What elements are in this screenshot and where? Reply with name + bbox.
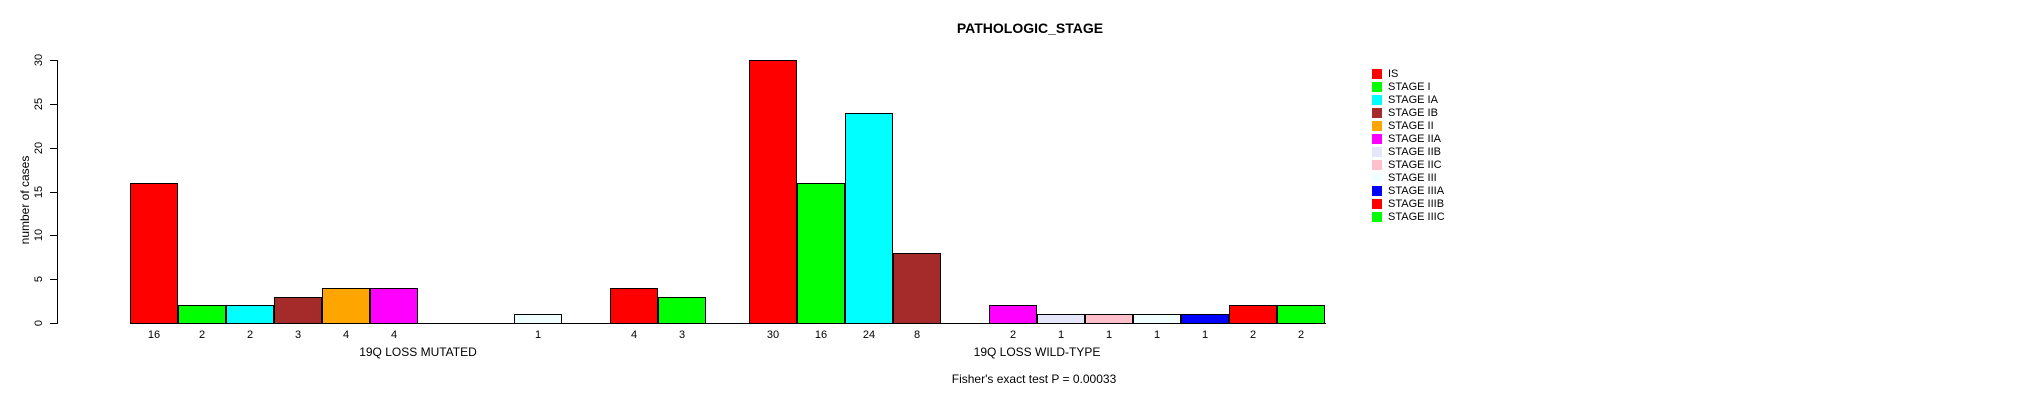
legend-label: STAGE III: [1388, 171, 1437, 184]
legend-swatch: [1372, 159, 1382, 170]
y-tick-label: 25: [33, 97, 45, 111]
y-axis-line: [57, 60, 58, 324]
bar-value-label: 1: [1153, 329, 1161, 341]
bar-stage-ii: [322, 288, 370, 324]
bar-stage-i: [178, 305, 226, 324]
legend-swatch: [1372, 94, 1382, 105]
bar-value-label: 3: [678, 329, 686, 341]
y-tick-mark: [50, 279, 57, 280]
legend-label: STAGE IIIA: [1388, 184, 1445, 197]
legend-label: STAGE IIIC: [1388, 210, 1445, 223]
bar-stage-iib: [1037, 314, 1085, 324]
y-tick-mark: [50, 148, 57, 149]
y-tick-label: 30: [33, 53, 45, 67]
bar-value-label: 2: [1249, 329, 1257, 341]
y-tick-label: 5: [33, 275, 45, 283]
bar-stage-iii: [514, 314, 562, 324]
bar-stage-ia: [845, 113, 893, 324]
y-tick-label: 15: [33, 185, 45, 199]
bar-value-label: 4: [342, 329, 350, 341]
legend-label: STAGE IA: [1388, 93, 1438, 106]
y-tick-mark: [50, 60, 57, 61]
legend-swatch: [1372, 146, 1382, 157]
bar-stage-ib: [274, 297, 322, 324]
bar-stage-iiib: [1229, 305, 1277, 324]
bar-stage-iiia: [1181, 314, 1229, 324]
chart-title: PATHOLOGIC_STAGE: [956, 20, 1104, 36]
legend-label: STAGE I: [1388, 80, 1431, 93]
bar-value-label: 2: [1009, 329, 1017, 341]
bar-stage-ia: [226, 305, 274, 324]
legend-item: STAGE III: [1372, 171, 1445, 184]
bar-stage-iiic: [1277, 305, 1325, 324]
bar-value-label: 16: [814, 329, 828, 341]
legend-item: STAGE IIIA: [1372, 184, 1445, 197]
y-tick-mark: [50, 104, 57, 105]
bar-is: [130, 183, 178, 324]
bar-value-label: 1: [534, 329, 542, 341]
legend-swatch: [1372, 211, 1382, 222]
bar-stage-iic: [1085, 314, 1133, 324]
legend-swatch: [1372, 68, 1382, 79]
bar-value-label: 2: [1297, 329, 1305, 341]
bar-is: [749, 60, 797, 324]
legend-swatch: [1372, 198, 1382, 209]
legend-swatch: [1372, 107, 1382, 118]
x-axis-group-label-mutated: 19Q LOSS MUTATED: [359, 345, 477, 359]
bar-value-label: 2: [198, 329, 206, 341]
bar-value-label: 2: [246, 329, 254, 341]
legend-item: STAGE IIIB: [1372, 197, 1445, 210]
legend-swatch: [1372, 185, 1382, 196]
legend-item: STAGE IIIC: [1372, 210, 1445, 223]
legend-label: STAGE IIIB: [1388, 197, 1445, 210]
bar-value-label: 1: [1105, 329, 1113, 341]
bar-value-label: 4: [630, 329, 638, 341]
legend: IS STAGE I STAGE IA STAGE IB STAGE II STAGE I…: [1372, 67, 1445, 223]
legend-item: STAGE IIB: [1372, 145, 1445, 158]
legend-swatch: [1372, 120, 1382, 131]
bar-value-label: 16: [147, 329, 161, 341]
bar-stage-iii: [1133, 314, 1181, 324]
bar-value-label: 3: [294, 329, 302, 341]
legend-label: STAGE IIC: [1388, 158, 1442, 171]
legend-item: STAGE IA: [1372, 93, 1445, 106]
legend-label: STAGE IB: [1388, 106, 1438, 119]
legend-item: STAGE I: [1372, 80, 1445, 93]
legend-swatch: [1372, 133, 1382, 144]
y-axis-label: number of cases: [18, 155, 32, 245]
y-tick-label: 10: [33, 228, 45, 242]
legend-label: STAGE IIB: [1388, 145, 1441, 158]
bar-value-label: 30: [766, 329, 780, 341]
fisher-test-annotation: Fisher's exact test P = 0.00033: [951, 372, 1117, 386]
bar-stage-iiib: [610, 288, 658, 324]
y-tick-mark: [50, 323, 57, 324]
bar-value-label: 1: [1057, 329, 1065, 341]
legend-label: STAGE II: [1388, 119, 1434, 132]
bar-value-label: 24: [862, 329, 876, 341]
legend-item: STAGE IB: [1372, 106, 1445, 119]
bar-stage-iia: [989, 305, 1037, 324]
x-axis-group-label-wild-type: 19Q LOSS WILD-TYPE: [973, 345, 1101, 359]
legend-label: IS: [1388, 67, 1399, 80]
legend-swatch: [1372, 172, 1382, 183]
bar-stage-iiic: [658, 297, 706, 324]
bar-stage-ib: [893, 253, 941, 324]
bar-stage-iia: [370, 288, 418, 324]
bar-value-label: 8: [913, 329, 921, 341]
legend-item: IS: [1372, 67, 1445, 80]
y-tick-label: 20: [33, 141, 45, 155]
y-tick-label: 0: [33, 319, 45, 327]
y-tick-mark: [50, 235, 57, 236]
legend-item: STAGE IIA: [1372, 132, 1445, 145]
x-axis-baseline: [130, 323, 1326, 324]
legend-item: STAGE II: [1372, 119, 1445, 132]
legend-swatch: [1372, 81, 1382, 92]
legend-label: STAGE IIA: [1388, 132, 1441, 145]
bar-stage-i: [797, 183, 845, 324]
bar-value-label: 4: [390, 329, 398, 341]
bar-value-label: 1: [1201, 329, 1209, 341]
legend-item: STAGE IIC: [1372, 158, 1445, 171]
y-tick-mark: [50, 192, 57, 193]
